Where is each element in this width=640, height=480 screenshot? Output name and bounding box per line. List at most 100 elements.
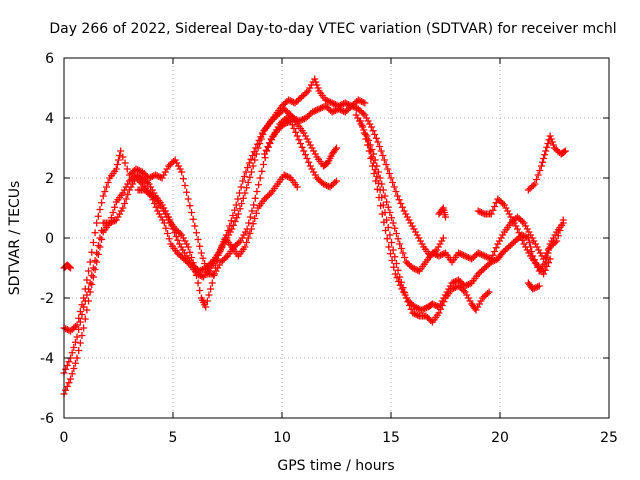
data-point [181, 182, 189, 189]
data-point [231, 218, 239, 225]
data-point [107, 218, 115, 226]
data-point [181, 237, 189, 245]
data-point [221, 236, 229, 243]
data-point [396, 273, 404, 281]
data-point [499, 231, 507, 239]
data-point [285, 118, 293, 126]
data-point [191, 222, 199, 230]
data-point [94, 251, 102, 258]
data-point [356, 107, 364, 114]
data-point [341, 99, 349, 107]
data-point [551, 231, 559, 239]
data-point [409, 309, 417, 317]
data-point [469, 254, 477, 261]
data-point [127, 183, 135, 191]
data-point [301, 90, 309, 98]
data-point [525, 228, 533, 236]
data-point [214, 251, 222, 259]
data-point [414, 266, 422, 274]
data-point [401, 254, 409, 261]
data-point [500, 201, 508, 209]
data-point [103, 183, 111, 191]
data-point [94, 212, 102, 220]
data-point [361, 99, 369, 107]
data-point [119, 153, 127, 161]
data-point [311, 75, 319, 83]
data-point [367, 155, 375, 162]
data-point [142, 171, 150, 179]
data-point [537, 162, 545, 170]
data-point [179, 175, 187, 183]
data-point [432, 302, 440, 309]
data-point [528, 183, 536, 191]
data-point [261, 150, 269, 158]
data-point [380, 156, 388, 164]
data-point [285, 173, 293, 181]
data-point [526, 185, 534, 192]
data-point [158, 174, 166, 182]
data-point [548, 138, 556, 146]
data-point [483, 290, 491, 297]
data-point [127, 176, 135, 183]
data-point [520, 240, 528, 248]
data-point [359, 110, 367, 117]
data-point [165, 162, 173, 170]
data-point [372, 134, 380, 142]
data-point [497, 234, 505, 242]
data-point [517, 216, 525, 224]
data-point [247, 155, 255, 163]
data-point [196, 272, 204, 279]
data-point [397, 200, 405, 207]
data-point [315, 105, 323, 113]
data-point [93, 219, 101, 227]
data-point [386, 231, 394, 239]
data-point [180, 249, 188, 257]
data-point [233, 240, 241, 248]
series-trace-11 [60, 261, 75, 272]
data-point [83, 306, 91, 314]
data-point [333, 144, 340, 152]
data-point [559, 216, 567, 224]
data-point [283, 173, 291, 180]
data-point [256, 174, 264, 182]
data-point [419, 305, 427, 313]
data-point [477, 209, 485, 216]
data-point [122, 195, 130, 203]
data-point [336, 101, 344, 109]
data-point [135, 167, 143, 174]
data-point [491, 248, 499, 255]
data-point [325, 105, 333, 113]
data-point [172, 233, 180, 240]
data-point [543, 143, 551, 151]
data-point [404, 298, 412, 306]
data-point [314, 84, 322, 92]
data-point [313, 106, 321, 114]
data-point [141, 186, 149, 194]
data-point [415, 234, 423, 242]
data-point [144, 189, 152, 197]
data-point [529, 285, 537, 293]
data-point [146, 191, 154, 198]
data-point [96, 206, 104, 213]
data-point [227, 217, 235, 225]
data-point [65, 358, 73, 366]
data-point [527, 231, 535, 239]
data-point [98, 227, 106, 234]
data-point [412, 266, 420, 273]
data-point [121, 159, 129, 167]
data-point [437, 251, 445, 259]
data-point [407, 305, 415, 313]
data-point [546, 132, 554, 140]
data-point [427, 317, 435, 324]
data-point [210, 272, 218, 279]
data-point [394, 235, 402, 243]
data-point [500, 248, 508, 255]
data-point [91, 257, 99, 264]
data-point [186, 248, 194, 256]
data-point [388, 214, 396, 222]
data-point [373, 173, 381, 180]
data-point [414, 311, 422, 319]
data-point [459, 251, 467, 259]
data-point [438, 302, 446, 309]
data-point [319, 180, 327, 188]
